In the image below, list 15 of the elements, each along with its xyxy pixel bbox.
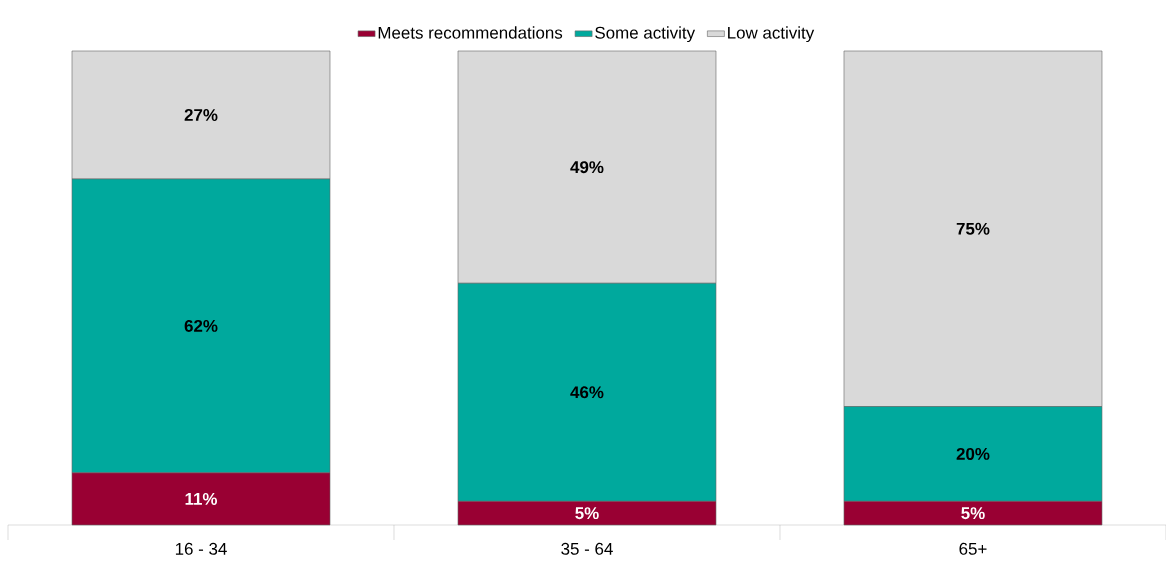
- data-label: 46%: [570, 386, 604, 399]
- legend-label: Some activity: [595, 26, 696, 43]
- data-label: 20%: [956, 447, 990, 460]
- x-tick-label: 65+: [959, 542, 987, 555]
- data-label: 5%: [575, 507, 599, 520]
- data-label: 5%: [961, 507, 985, 520]
- data-label: 62%: [184, 319, 218, 332]
- x-tick-label: 35 - 64: [561, 542, 613, 555]
- data-label: 75%: [956, 222, 990, 235]
- data-label: 49%: [570, 161, 604, 174]
- x-tick-label: 16 - 34: [175, 542, 227, 555]
- data-label: 27%: [184, 109, 218, 121]
- data-label: 11%: [185, 492, 218, 505]
- legend-label: Low activity: [728, 26, 815, 43]
- legend-label: Meets recommendations: [378, 26, 563, 39]
